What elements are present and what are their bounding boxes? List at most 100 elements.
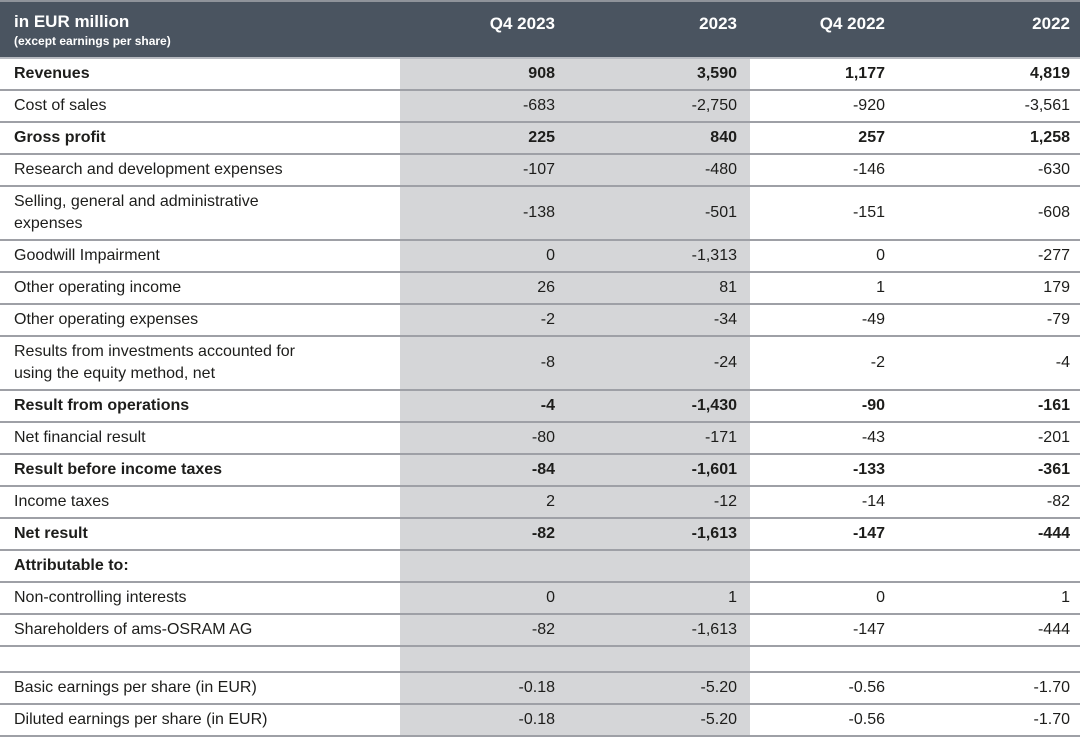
cell-value [400,646,570,672]
cell-value: -444 [1037,621,1070,638]
column-header-2022: 2022 [1032,14,1070,33]
table-row: Other operating income 26 81 1 179 [0,272,1080,304]
table-row: Basic earnings per share (in EUR) -0.18 -5… [0,672,1080,704]
cell-value: -138 [400,186,570,240]
column-header-2023: 2023 [699,14,737,33]
cell-value: 4,819 [1029,65,1070,82]
table-row: Research and development expenses -107 -48… [0,154,1080,186]
cell-value: -151 [852,204,885,221]
unit-label: in EUR million [14,12,130,31]
cell-value: -82 [400,614,570,646]
cell-value: 2 [400,486,570,518]
cell-value: -12 [570,486,750,518]
cell-value: 0 [400,240,570,272]
cell-value: -2 [870,354,885,371]
cell-value: -444 [1037,525,1070,542]
cell-value: -920 [852,97,885,114]
row-label: Cost of sales [14,97,107,114]
cell-value: -608 [1037,204,1070,221]
unit-sublabel: (except earnings per share) [14,34,171,48]
table-row: Diluted earnings per share (in EUR) -0.18… [0,704,1080,736]
table-header: in EUR million (except earnings per shar… [0,1,1080,58]
cell-value [400,550,570,582]
cell-value: 26 [400,272,570,304]
cell-value: -1,601 [570,454,750,486]
table-row: Income taxes 2 -12 -14 -82 [0,486,1080,518]
table-row: Revenues 908 3,590 1,177 4,819 [0,58,1080,90]
cell-value: 81 [570,272,750,304]
cell-value: -1,313 [570,240,750,272]
cell-value: -14 [861,493,885,510]
table-row: Gross profit 225 840 257 1,258 [0,122,1080,154]
table-row: Result before income taxes -84 -1,601 -133 -… [0,454,1080,486]
cell-value: 225 [400,122,570,154]
cell-value: -171 [570,422,750,454]
cell-value: -1.70 [1033,711,1070,728]
cell-value: 1,177 [844,65,885,82]
cell-value: -0.18 [400,672,570,704]
cell-value: -4 [1055,354,1070,371]
cell-value: -361 [1037,461,1070,478]
row-label: Attributable to: [14,557,129,574]
cell-value: -24 [570,336,750,390]
cell-value: -0.18 [400,704,570,736]
cell-value: -5.20 [570,672,750,704]
cell-value: -683 [400,90,570,122]
row-label: Basic earnings per share (in EUR) [14,679,257,696]
cell-value: -480 [570,154,750,186]
cell-value: -8 [400,336,570,390]
table-row: Net financial result -80 -171 -43 -201 [0,422,1080,454]
cell-value [570,550,750,582]
row-label: Net financial result [14,429,146,446]
cell-value [900,646,1080,672]
cell-value: -630 [1037,161,1070,178]
cell-value: -107 [400,154,570,186]
cell-value: 0 [876,589,885,606]
cell-value: 840 [570,122,750,154]
unit-header-cell: in EUR million (except earnings per shar… [0,1,400,58]
cell-value: -49 [861,311,885,328]
row-label: Revenues [14,65,90,82]
table-row: Results from investments accounted for u… [0,336,1080,390]
table-body: Revenues 908 3,590 1,177 4,819 Cost of sales -… [0,58,1080,736]
cell-value: 1 [1061,589,1070,606]
cell-value: -34 [570,304,750,336]
cell-value: -79 [1046,311,1070,328]
cell-value: -201 [1037,429,1070,446]
cell-value: -146 [852,161,885,178]
cell-value: -277 [1037,247,1070,264]
row-label: Result from operations [14,397,190,414]
row-label: Non-controlling interests [14,589,187,606]
cell-value: -82 [400,518,570,550]
row-label: Diluted earnings per share (in EUR) [14,711,268,728]
row-label: Selling, general and administrative expe… [14,193,259,232]
table-row: Non-controlling interests 0 1 0 1 [0,582,1080,614]
cell-value: 3,590 [570,58,750,90]
cell-value: 1 [570,582,750,614]
cell-value: -501 [570,186,750,240]
cell-value: -0.56 [848,679,885,696]
cell-value: -133 [852,461,885,478]
table-row: Selling, general and administrative expe… [0,186,1080,240]
table-row: Result from operations -4 -1,430 -90 -161 [0,390,1080,422]
row-label: Other operating income [14,279,182,296]
cell-value: -161 [1037,397,1070,414]
cell-value: 179 [1043,279,1070,296]
cell-value: -4 [400,390,570,422]
cell-value [750,646,900,672]
cell-value: -1,613 [570,614,750,646]
cell-value: 1 [876,279,885,296]
cell-value [900,550,1080,582]
cell-value: -147 [852,525,885,542]
table-row: Cost of sales -683 -2,750 -920 -3,561 [0,90,1080,122]
row-label: Result before income taxes [14,461,223,478]
row-label: Goodwill Impairment [14,247,160,264]
cell-value: 0 [400,582,570,614]
header-row: in EUR million (except earnings per shar… [0,1,1080,58]
cell-value: 1,258 [1029,129,1070,146]
cell-value: -82 [1046,493,1070,510]
cell-value: -2,750 [570,90,750,122]
cell-value: -1.70 [1033,679,1070,696]
